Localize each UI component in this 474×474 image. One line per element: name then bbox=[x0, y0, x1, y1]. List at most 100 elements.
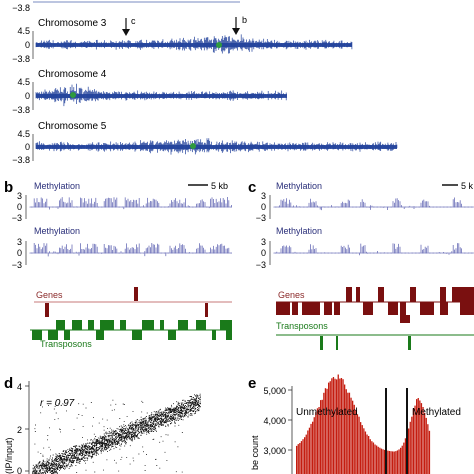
b1-bars bbox=[29, 197, 232, 210]
chr3-signal bbox=[35, 34, 353, 54]
panel-c-transposons-track bbox=[320, 336, 411, 350]
c2-tick-top: 3 bbox=[261, 237, 266, 247]
histogram-bar bbox=[334, 378, 336, 474]
histogram-bar bbox=[326, 388, 328, 474]
transposon-block bbox=[212, 330, 216, 340]
arrow-b-label: b bbox=[242, 15, 247, 25]
gene-block bbox=[346, 287, 352, 302]
histogram-bar bbox=[323, 392, 325, 474]
arrow-c-head-icon bbox=[122, 29, 130, 36]
histogram-bar bbox=[428, 430, 431, 474]
histogram-bar bbox=[353, 404, 355, 474]
chr4-tick-zero: 0 bbox=[25, 91, 30, 101]
panel-b-scale-label: 5 kb bbox=[211, 181, 228, 191]
histogram-bar bbox=[344, 384, 346, 474]
chr4-centromere-dot bbox=[70, 92, 76, 98]
gene-block bbox=[400, 315, 410, 323]
gene-block bbox=[276, 302, 290, 315]
panel-a: −3.8 Chromosome 3 4.5 0 −3.8 c b Chromos… bbox=[12, 1, 398, 165]
gene-block bbox=[440, 302, 448, 315]
histogram-bar bbox=[297, 444, 299, 474]
histogram-bar bbox=[395, 451, 397, 474]
chr5-tick-top: 4.5 bbox=[17, 129, 30, 139]
chr3-band bbox=[36, 43, 352, 47]
panel-e-letter: e bbox=[248, 375, 256, 392]
histogram-bar bbox=[305, 434, 307, 474]
panel-e-unmethylated-label: Unmethylated bbox=[296, 407, 358, 418]
histogram-bar bbox=[299, 443, 301, 474]
histogram-bar bbox=[417, 398, 419, 474]
transposon-block bbox=[48, 330, 58, 340]
histogram-bar bbox=[307, 430, 309, 474]
histogram-bar bbox=[412, 409, 415, 474]
transposon-block bbox=[88, 320, 94, 330]
histogram-bar bbox=[422, 407, 424, 474]
arrow-c-label: c bbox=[131, 16, 136, 26]
histogram-bar bbox=[384, 449, 386, 474]
histogram-bar bbox=[411, 416, 413, 474]
panel-c-methylation-track-2 bbox=[273, 243, 474, 256]
histogram-bar bbox=[377, 446, 379, 474]
chromosome-4-label: Chromosome 4 bbox=[38, 69, 107, 80]
panel-b-methylation-label-1: Methylation bbox=[34, 181, 80, 191]
histogram-bar bbox=[312, 421, 314, 474]
transposon-block bbox=[96, 330, 104, 340]
transposon-block bbox=[56, 320, 65, 330]
chr3-tick-top: 4.5 bbox=[17, 26, 30, 36]
chr3-tick-bottom: −3.8 bbox=[12, 54, 30, 64]
histogram-bar bbox=[313, 417, 315, 474]
panel-d-letter: d bbox=[4, 375, 13, 392]
histogram-bar bbox=[310, 423, 312, 474]
gene-block bbox=[420, 302, 434, 315]
gene-block bbox=[388, 302, 398, 315]
transposon-block bbox=[408, 336, 411, 350]
chromosome-4-track: Chromosome 4 4.5 0 −3.8 bbox=[12, 69, 287, 115]
panel-e-histogram bbox=[296, 374, 431, 474]
gene-block bbox=[356, 287, 360, 302]
histogram-bar bbox=[315, 412, 317, 474]
panel-e-tick-4000: 4,000 bbox=[263, 416, 286, 426]
panel-d-scatter bbox=[32, 393, 201, 474]
transposon-block bbox=[100, 320, 114, 330]
gene-block bbox=[324, 302, 332, 315]
histogram-bar bbox=[376, 445, 378, 474]
transposon-block bbox=[336, 336, 338, 350]
panel-b-letter: b bbox=[4, 179, 13, 196]
histogram-bar bbox=[400, 447, 402, 474]
chr4-tick-bottom: −3.8 bbox=[12, 105, 30, 115]
histogram-bar bbox=[316, 408, 319, 474]
c2-tick-zero: 0 bbox=[261, 248, 266, 258]
chr5-tick-bottom: −3.8 bbox=[12, 155, 30, 165]
panel-b-methylation-label-2: Methylation bbox=[34, 226, 80, 236]
panel-c-methylation-track-1 bbox=[273, 197, 474, 211]
histogram-bar bbox=[331, 378, 333, 474]
chromosome-3-label: Chromosome 3 bbox=[38, 18, 107, 29]
histogram-bar bbox=[403, 442, 405, 474]
histogram-bar bbox=[401, 445, 403, 474]
panel-c-methylation-label-2: Methylation bbox=[276, 226, 322, 236]
b2-tick-zero: 0 bbox=[17, 248, 22, 258]
chr4-signal bbox=[35, 83, 287, 107]
histogram-bar bbox=[387, 450, 389, 474]
histogram-bar bbox=[336, 379, 338, 474]
panel-b-methylation-track-1 bbox=[29, 197, 232, 210]
histogram-bar bbox=[369, 439, 371, 474]
gene-block bbox=[452, 287, 474, 302]
gene-block bbox=[378, 287, 384, 302]
histogram-bar bbox=[328, 382, 330, 474]
histogram-bar bbox=[416, 399, 418, 474]
histogram-bar bbox=[355, 410, 357, 474]
panel-b: b Methylation 5 kb 3 0 −3 Methylation 3 … bbox=[4, 179, 232, 349]
histogram-bar bbox=[390, 451, 392, 474]
gene-block bbox=[460, 302, 474, 315]
histogram-bar bbox=[360, 422, 362, 474]
panel-d-tick-0: 0 bbox=[17, 466, 22, 474]
histogram-bar bbox=[420, 403, 423, 474]
chromosome-5-label: Chromosome 5 bbox=[38, 121, 107, 132]
b2-tick-top: 3 bbox=[17, 237, 22, 247]
arrow-b-head-icon bbox=[232, 28, 240, 35]
histogram-bar bbox=[347, 392, 349, 474]
panel-d-y-label: (IP/input) bbox=[4, 437, 14, 474]
panel-e-tick-5000: 5,000 bbox=[263, 386, 286, 396]
